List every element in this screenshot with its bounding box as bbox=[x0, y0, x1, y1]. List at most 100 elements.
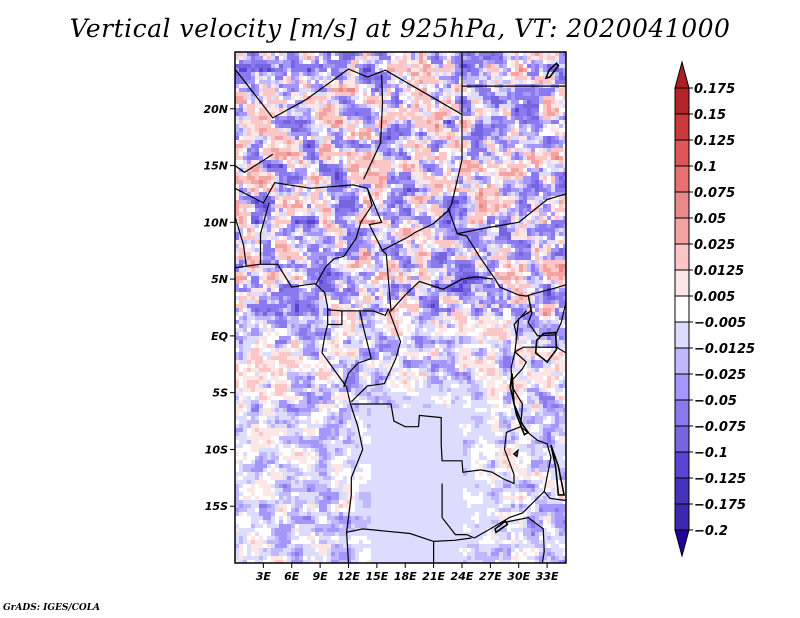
field-cell bbox=[451, 244, 455, 248]
field-cell bbox=[523, 92, 527, 96]
field-cell bbox=[459, 108, 463, 112]
field-cell bbox=[351, 248, 355, 252]
field-cell bbox=[287, 148, 291, 152]
field-cell bbox=[535, 108, 539, 112]
field-cell bbox=[267, 56, 271, 60]
field-cell bbox=[331, 280, 335, 284]
field-cell bbox=[319, 112, 323, 116]
field-cell bbox=[247, 280, 251, 284]
field-cell bbox=[263, 196, 267, 200]
field-cell bbox=[319, 192, 323, 196]
field-cell bbox=[531, 128, 535, 132]
field-cell bbox=[347, 176, 351, 180]
field-cell bbox=[555, 60, 559, 64]
field-cell bbox=[363, 272, 367, 276]
field-cell bbox=[471, 260, 475, 264]
field-cell bbox=[267, 288, 271, 292]
field-cell bbox=[263, 72, 267, 76]
field-cell bbox=[439, 92, 443, 96]
field-cell bbox=[523, 124, 527, 128]
field-cell bbox=[263, 220, 267, 224]
field-cell bbox=[367, 164, 371, 168]
field-cell bbox=[543, 76, 547, 80]
field-cell bbox=[287, 104, 291, 108]
field-cell bbox=[271, 136, 275, 140]
field-cell bbox=[275, 260, 279, 264]
field-cell bbox=[247, 152, 251, 156]
field-cell bbox=[515, 68, 519, 72]
field-cell bbox=[547, 116, 551, 120]
field-cell bbox=[535, 216, 539, 220]
field-cell bbox=[367, 116, 371, 120]
field-cell bbox=[447, 180, 451, 184]
field-cell bbox=[551, 80, 555, 84]
field-cell bbox=[443, 108, 447, 112]
field-cell bbox=[471, 104, 475, 108]
field-cell bbox=[411, 188, 415, 192]
field-cell bbox=[387, 52, 391, 56]
field-cell bbox=[535, 276, 539, 280]
field-cell bbox=[243, 248, 247, 252]
field-cell bbox=[331, 240, 335, 244]
field-cell bbox=[399, 148, 403, 152]
field-cell bbox=[375, 140, 379, 144]
field-cell bbox=[551, 236, 555, 240]
field-cell bbox=[499, 200, 503, 204]
field-cell bbox=[251, 228, 255, 232]
field-cell bbox=[347, 260, 351, 264]
field-cell bbox=[391, 100, 395, 104]
field-cell bbox=[547, 248, 551, 252]
field-cell bbox=[283, 256, 287, 260]
field-cell bbox=[339, 236, 343, 240]
field-cell bbox=[467, 56, 471, 60]
field-cell bbox=[443, 208, 447, 212]
field-cell bbox=[419, 244, 423, 248]
field-cell bbox=[463, 180, 467, 184]
field-cell bbox=[531, 136, 535, 140]
field-cell bbox=[459, 68, 463, 72]
field-cell bbox=[263, 172, 267, 176]
field-cell bbox=[331, 136, 335, 140]
field-cell bbox=[247, 288, 251, 292]
field-cell bbox=[487, 60, 491, 64]
field-cell bbox=[475, 140, 479, 144]
field-cell bbox=[555, 144, 559, 148]
field-cell bbox=[359, 248, 363, 252]
field-cell bbox=[531, 72, 535, 76]
field-cell bbox=[451, 84, 455, 88]
field-cell bbox=[527, 236, 531, 240]
field-cell bbox=[527, 208, 531, 212]
field-cell bbox=[307, 124, 311, 128]
field-cell bbox=[471, 184, 475, 188]
field-cell bbox=[527, 232, 531, 236]
field-cell bbox=[507, 188, 511, 192]
field-cell bbox=[351, 76, 355, 80]
field-cell bbox=[443, 252, 447, 256]
field-cell bbox=[415, 80, 419, 84]
field-cell bbox=[495, 208, 499, 212]
field-cell bbox=[527, 240, 531, 244]
field-cell bbox=[483, 60, 487, 64]
field-cell bbox=[483, 280, 487, 284]
field-cell bbox=[467, 200, 471, 204]
field-cell bbox=[307, 308, 311, 312]
field-cell bbox=[415, 188, 419, 192]
field-cell bbox=[291, 256, 295, 260]
field-cell bbox=[515, 300, 519, 304]
field-cell bbox=[363, 208, 367, 212]
field-cell bbox=[319, 280, 323, 284]
field-cell bbox=[439, 52, 443, 56]
field-cell bbox=[363, 276, 367, 280]
field-cell bbox=[315, 276, 319, 280]
field-cell bbox=[399, 200, 403, 204]
field-cell bbox=[383, 168, 387, 172]
field-cell bbox=[403, 84, 407, 88]
field-cell bbox=[395, 144, 399, 148]
field-cell bbox=[523, 240, 527, 244]
field-cell bbox=[247, 284, 251, 288]
field-cell bbox=[251, 148, 255, 152]
field-cell bbox=[395, 136, 399, 140]
field-cell bbox=[359, 276, 363, 280]
field-cell bbox=[395, 180, 399, 184]
field-cell bbox=[555, 136, 559, 140]
